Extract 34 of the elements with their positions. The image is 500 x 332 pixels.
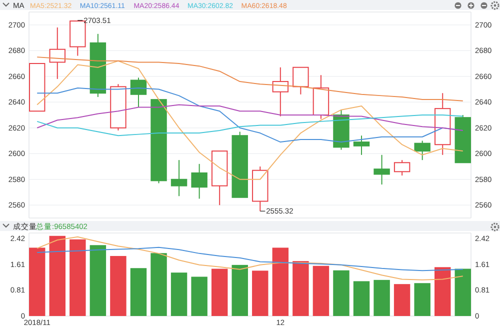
candlestick — [434, 92, 451, 156]
candlestick — [374, 154, 390, 186]
bar — [29, 248, 46, 316]
candlestick — [170, 160, 188, 197]
bar — [312, 266, 330, 316]
bar — [454, 268, 471, 316]
bar — [211, 268, 228, 316]
candlestick — [90, 33, 106, 98]
bar — [414, 283, 430, 316]
bar — [130, 268, 147, 316]
bar — [292, 261, 309, 316]
bar — [333, 270, 350, 316]
bar — [170, 272, 188, 316]
line-series — [36, 246, 464, 272]
bar — [49, 236, 66, 316]
candlestick — [272, 66, 289, 117]
bar — [353, 281, 370, 316]
line-series — [36, 236, 464, 280]
candlestick — [312, 74, 330, 120]
bar — [90, 245, 106, 316]
bar — [232, 264, 248, 316]
bar — [150, 253, 167, 316]
line-series — [36, 114, 464, 136]
bar — [70, 239, 86, 316]
bar — [394, 284, 410, 316]
bar — [434, 267, 451, 316]
bar — [110, 256, 126, 316]
bar — [272, 248, 289, 316]
bar — [191, 276, 208, 316]
bar — [374, 280, 390, 316]
line-series — [36, 60, 464, 180]
line-series — [36, 104, 464, 131]
bar — [252, 270, 268, 316]
candlestick — [191, 163, 208, 200]
